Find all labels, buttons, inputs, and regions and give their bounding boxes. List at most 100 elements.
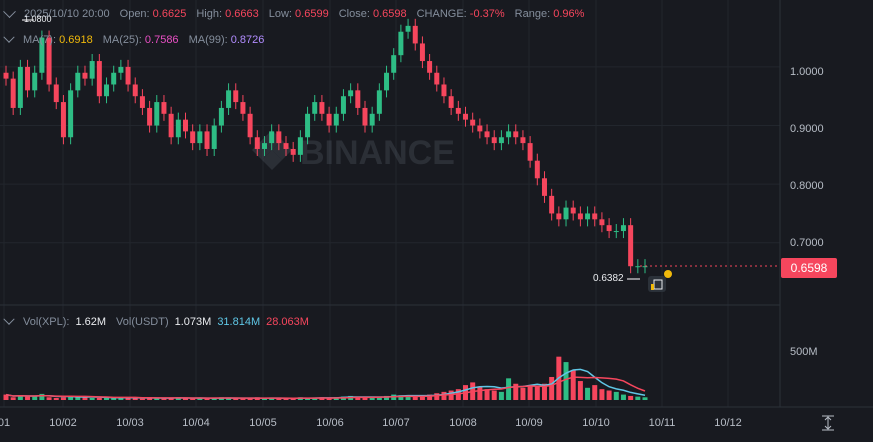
change-value: -0.37% (469, 8, 505, 20)
candle-body (628, 225, 634, 267)
candle-body (470, 119, 476, 126)
candle-body (276, 131, 282, 144)
candle-body (556, 213, 562, 220)
volume-bar (68, 395, 74, 400)
volume-bar (46, 397, 52, 400)
volume-bar (25, 396, 31, 400)
volume-bar (434, 393, 440, 400)
vol-xpl-label: Vol(XPL): (23, 316, 70, 328)
volume-bar (204, 398, 210, 400)
candle-body (534, 160, 540, 179)
high-value: 0.6663 (225, 8, 259, 20)
candle-body (261, 143, 267, 149)
volume-bar (111, 397, 117, 400)
candle-datetime: 2025/10/10 20:00 (24, 8, 110, 20)
volume-bar (441, 391, 447, 400)
open-value: 0.6625 (152, 8, 187, 20)
candle-body (132, 84, 138, 97)
vol-collapse-chevron-icon[interactable] (3, 313, 15, 325)
volume-bar (154, 397, 160, 400)
volume-bar (161, 398, 167, 400)
range-value: 0.96% (553, 8, 585, 20)
volume-bar (369, 397, 375, 400)
close-value: 0.6598 (372, 8, 407, 20)
candle-body (599, 219, 605, 226)
volume-legend: Vol(XPL): 1.62M Vol(USDT) 1.073M 31.814M… (3, 313, 309, 328)
x-tick-label: 10/06 (316, 417, 344, 429)
axis-scale-icon[interactable] (822, 415, 834, 431)
candle-body (419, 43, 425, 62)
volume-bar (613, 391, 619, 400)
candle-body (340, 96, 346, 114)
volume-bar (606, 390, 612, 400)
volume-bar (247, 397, 253, 400)
close-label: Close: (338, 8, 370, 20)
volume-bar (599, 389, 605, 400)
note-icon[interactable] (648, 276, 666, 292)
volume-bar (147, 397, 153, 400)
svg-text:BINANCE: BINANCE (300, 134, 455, 172)
volume-bar (455, 389, 461, 400)
volume-bar (305, 398, 311, 400)
x-tick-label: 10/07 (382, 417, 410, 429)
candle-body (642, 266, 648, 268)
volume-bar (39, 393, 45, 400)
candle-body (211, 125, 217, 149)
candle-body (297, 137, 303, 155)
candle-body (305, 113, 311, 138)
low-label: Low: (268, 8, 292, 20)
volume-bar (419, 395, 425, 400)
candle-body (355, 90, 361, 108)
candle-body (75, 72, 81, 91)
binance-watermark: BINANCE (252, 130, 455, 172)
vol-ma-a-value: 31.814M (217, 316, 261, 328)
candle-body (269, 131, 275, 144)
volume-bar (276, 398, 282, 400)
candle-body (455, 107, 461, 114)
candle-body (17, 66, 23, 108)
x-tick-label: 10/05 (249, 417, 277, 429)
volume-tick-label: 500M (790, 346, 818, 358)
volume-ma-line (5, 368, 646, 400)
volume-bar (398, 395, 404, 400)
ohlc-header: 2025/10/10 20:00 Open: 0.6625 High: 0.66… (3, 4, 585, 20)
change-label: CHANGE: (416, 8, 467, 20)
ma-collapse-chevron-icon[interactable] (3, 31, 15, 43)
ma25-value: 0.7586 (144, 34, 179, 46)
candle-body (175, 119, 181, 138)
live-dot-icon (664, 270, 672, 278)
volume-bar (527, 385, 533, 400)
candle-body (484, 131, 490, 138)
candle-body (448, 96, 454, 108)
volume-bar (405, 395, 411, 400)
y-tick-label: 1.0000 (790, 66, 824, 78)
candle-body (125, 66, 131, 85)
candle-body (613, 231, 619, 233)
candle-body (312, 102, 318, 114)
candle-body (441, 84, 447, 97)
candle-body (147, 107, 153, 126)
volume-bar (585, 387, 591, 400)
x-tick-label: 01 (0, 417, 11, 429)
candle-body (25, 66, 31, 91)
candle-body (168, 113, 174, 138)
ma7-label: MA(7): (23, 34, 56, 46)
volume-bar (10, 397, 16, 400)
candle-body (161, 102, 167, 114)
volume-bar (3, 394, 9, 400)
candle-body (376, 90, 382, 114)
volume-bar (484, 389, 490, 400)
candle-body (190, 131, 196, 144)
candle-body (498, 137, 504, 144)
volume-bar (118, 397, 124, 400)
candle-body (333, 113, 339, 126)
volume-bar (60, 397, 66, 400)
y-tick-label: 0.8000 (790, 180, 824, 192)
ma25-label: MA(25): (102, 34, 142, 46)
candle-body (82, 72, 88, 79)
x-tick-label: 10/02 (49, 417, 77, 429)
volume-bar (620, 394, 626, 400)
volume-bar (82, 397, 88, 400)
volume-bar (226, 397, 232, 400)
